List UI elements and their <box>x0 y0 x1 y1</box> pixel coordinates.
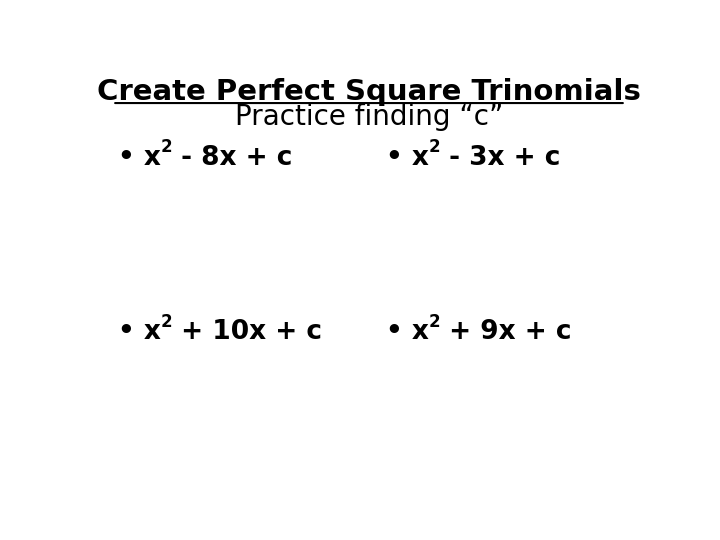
Text: • x: • x <box>386 319 428 345</box>
Text: + 9x + c: + 9x + c <box>440 319 572 345</box>
Text: Create Perfect Square Trinomials: Create Perfect Square Trinomials <box>97 78 641 106</box>
Text: • x: • x <box>118 145 161 171</box>
Text: Practice finding “c”: Practice finding “c” <box>235 103 503 131</box>
Text: 2: 2 <box>161 313 172 331</box>
Text: - 3x + c: - 3x + c <box>440 145 561 171</box>
Text: + 10x + c: + 10x + c <box>172 319 323 345</box>
Text: 2: 2 <box>428 313 440 331</box>
Text: • x: • x <box>386 145 428 171</box>
Text: • x: • x <box>118 319 161 345</box>
Text: 2: 2 <box>161 138 172 156</box>
Text: - 8x + c: - 8x + c <box>172 145 293 171</box>
Text: 2: 2 <box>428 138 440 156</box>
